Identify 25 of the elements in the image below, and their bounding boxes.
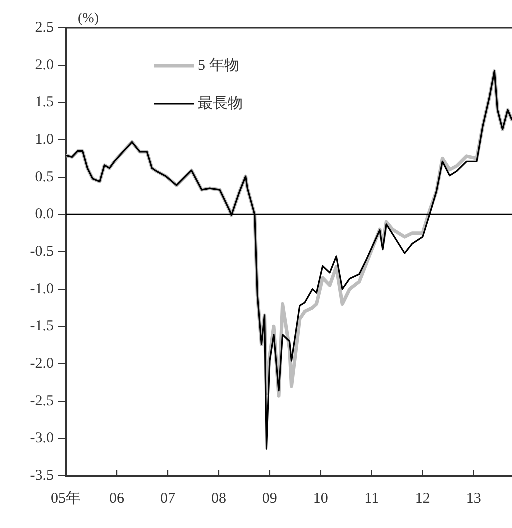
x-tick-label: 10	[313, 490, 328, 507]
y-tick-label: 0.0	[35, 206, 54, 223]
y-tick-label: -0.5	[30, 244, 54, 260]
y-tick-label: -3.5	[30, 468, 54, 484]
x-tick-label: 13	[466, 490, 482, 507]
x-tick-label: 09	[262, 490, 278, 507]
x-tick-label: 06	[109, 490, 125, 507]
y-tick-label: 0.5	[35, 169, 54, 186]
y-tick-label: 2.5	[35, 20, 54, 36]
y-tick-label: 1.0	[35, 132, 54, 148]
legend-label: 5 年物	[198, 56, 240, 74]
y-tick-label: -1.0	[30, 281, 54, 298]
y-tick-label: -2.0	[30, 356, 54, 372]
y-tick-label: 1.5	[35, 94, 54, 111]
x-tick-label: 11	[364, 490, 380, 507]
x-tick-label: 07	[160, 490, 176, 507]
legend-label: 最長物	[198, 96, 243, 112]
y-tick-label: -3.0	[30, 430, 54, 447]
y-tick-label: -2.5	[30, 393, 54, 410]
x-tick-label: 05年	[51, 490, 81, 507]
y-axis-title: (%)	[78, 12, 100, 27]
y-tick-label: -1.5	[30, 318, 54, 335]
y-tick-label: 2.0	[35, 57, 54, 74]
x-tick-label: 08	[211, 490, 226, 507]
x-tick-label: 12	[415, 490, 430, 507]
